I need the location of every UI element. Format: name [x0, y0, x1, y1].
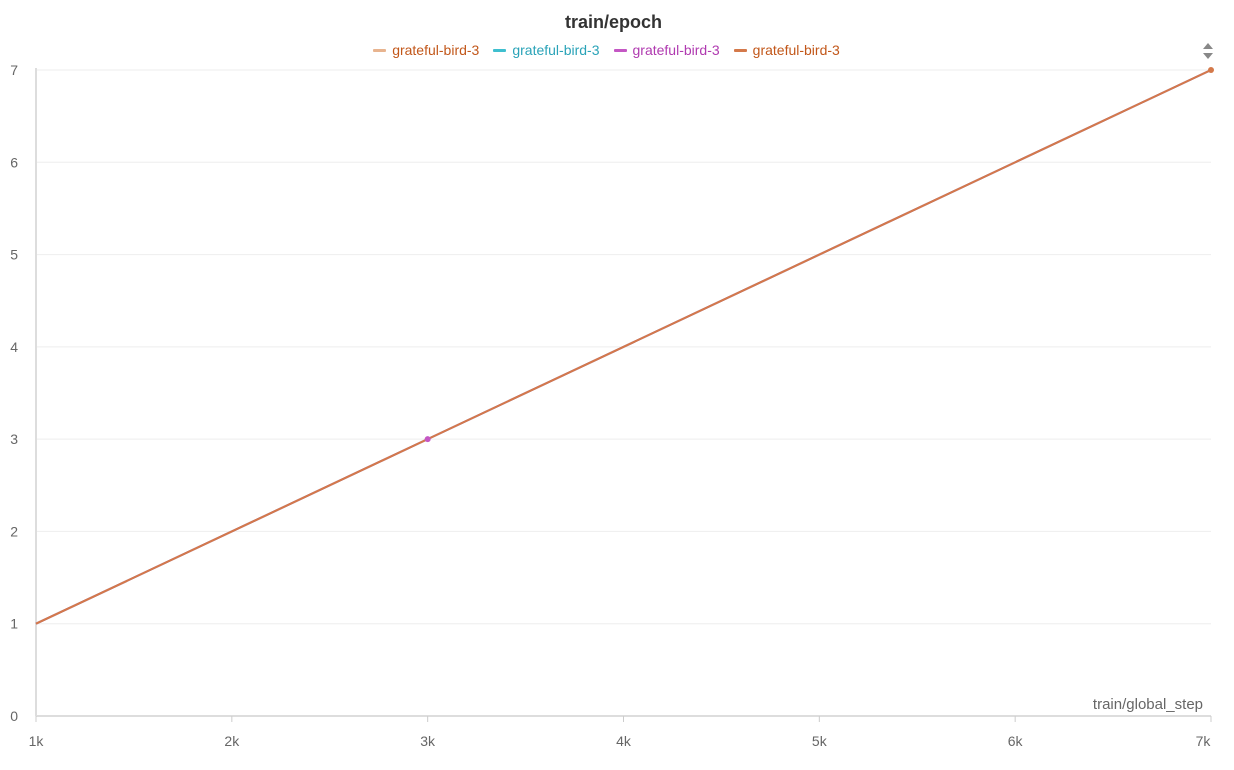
sort-updown-icon[interactable]: [1201, 42, 1215, 60]
y-tick-label: 3: [10, 431, 18, 447]
legend-swatch: [733, 48, 747, 52]
y-tick-label: 5: [10, 247, 18, 263]
y-tick-label: 7: [10, 62, 18, 78]
legend-item[interactable]: grateful-bird-3: [613, 42, 720, 58]
legend-item[interactable]: grateful-bird-3: [493, 42, 600, 58]
legend-item[interactable]: grateful-bird-3: [373, 42, 479, 58]
x-tick-label: 2k: [224, 733, 240, 749]
legend-label: grateful-bird-3: [752, 42, 840, 58]
legend-swatch: [613, 48, 627, 52]
x-axis-label: train/global_step: [1093, 696, 1203, 713]
legend-label: grateful-bird-3: [392, 42, 480, 58]
legend-label: grateful-bird-3: [512, 42, 600, 58]
x-tick-label: 3k: [420, 733, 436, 749]
x-tick-label: 4k: [616, 733, 632, 749]
chart-legend: grateful-bird-3 grateful-bird-3 grateful-b…: [0, 42, 1213, 58]
series-point-4: [1208, 67, 1214, 73]
chart-title: train/epoch: [564, 12, 662, 32]
y-tick-label: 6: [10, 154, 18, 170]
legend-label: grateful-bird-3: [632, 42, 720, 58]
x-tick-label: 5k: [812, 733, 828, 749]
x-tick-label: 7k: [1196, 733, 1212, 749]
legend-swatch: [373, 48, 387, 52]
series-point-3: [424, 436, 431, 443]
y-tick-label: 2: [10, 523, 18, 539]
x-tick-label: 6k: [1008, 733, 1024, 749]
y-tick-label: 4: [10, 339, 18, 355]
legend-swatch: [493, 48, 507, 52]
y-tick-label: 1: [10, 616, 18, 632]
x-tick-label: 1k: [29, 733, 45, 749]
y-tick-label: 0: [10, 708, 18, 724]
legend-item[interactable]: grateful-bird-3: [733, 42, 840, 58]
